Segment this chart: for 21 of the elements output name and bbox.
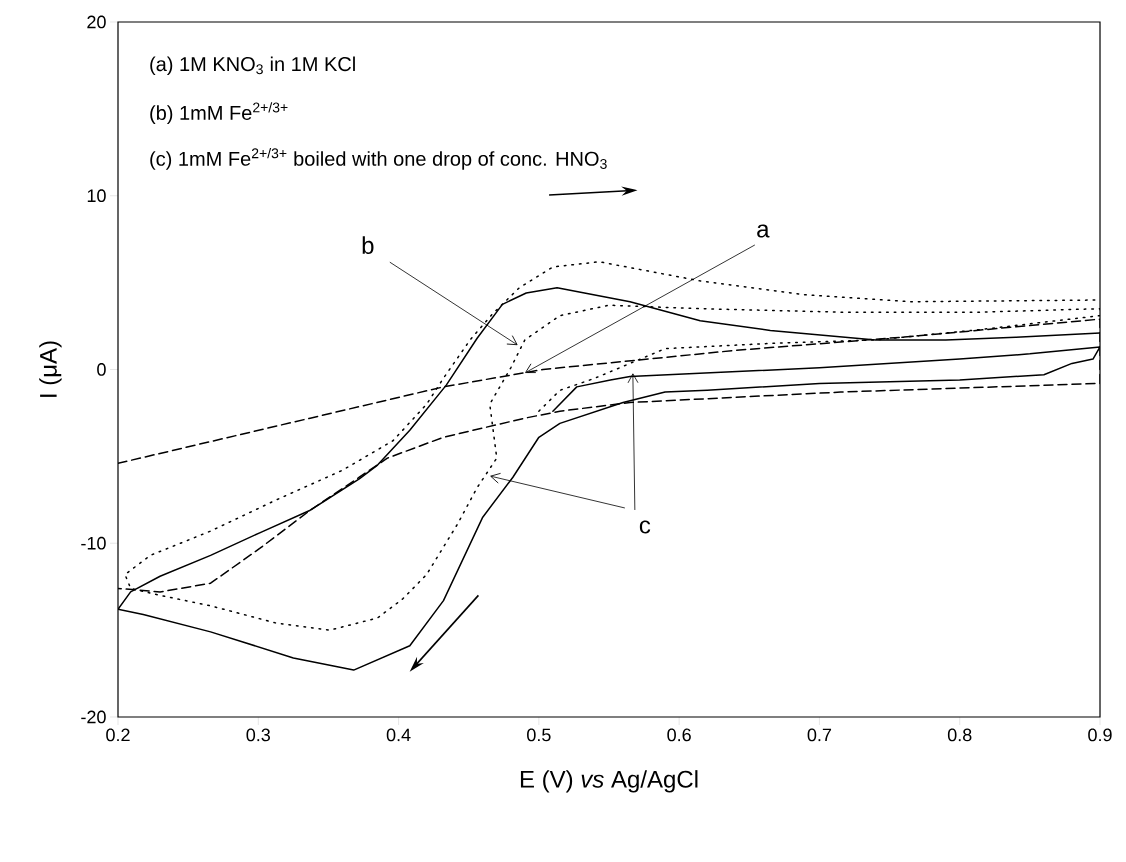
annotation: (c) 1mM Fe$^{2+/3+}$ boiled with one drop of conc. HNO$_{3}$ — [150, 148, 607, 170]
x-tick-label: 0.9 — [1088, 728, 1112, 742]
x-axis-title: E (V) vs Ag/AgCl — [520, 770, 698, 793]
y-tick-label: -10 — [81, 536, 106, 550]
y-tick-label: 0 — [97, 363, 106, 376]
x-tick-label: 0.6 — [667, 728, 691, 742]
annotation: c — [639, 520, 651, 534]
annotation: (a) 1M KNO$_{3}$ in 1M KCl — [150, 56, 355, 76]
x-tick-label: 0.2 — [106, 728, 130, 742]
x-tick-label: 0.8 — [947, 728, 972, 742]
annotation: a — [757, 224, 770, 238]
annotation: b — [362, 236, 374, 254]
x-tick-label: 0.5 — [527, 728, 551, 742]
x-tick-label: 0.4 — [386, 728, 411, 742]
y-tick-label: 10 — [87, 189, 106, 203]
y-axis-title: I (μA) — [39, 341, 62, 397]
y-tick-label: -20 — [81, 710, 106, 724]
annotation: (b) 1mM Fe$^{2+/3+}$ — [150, 102, 288, 124]
x-tick-label: 0.3 — [246, 728, 271, 742]
x-tick-label: 0.7 — [807, 728, 832, 742]
y-tick-label: 20 — [87, 15, 106, 29]
